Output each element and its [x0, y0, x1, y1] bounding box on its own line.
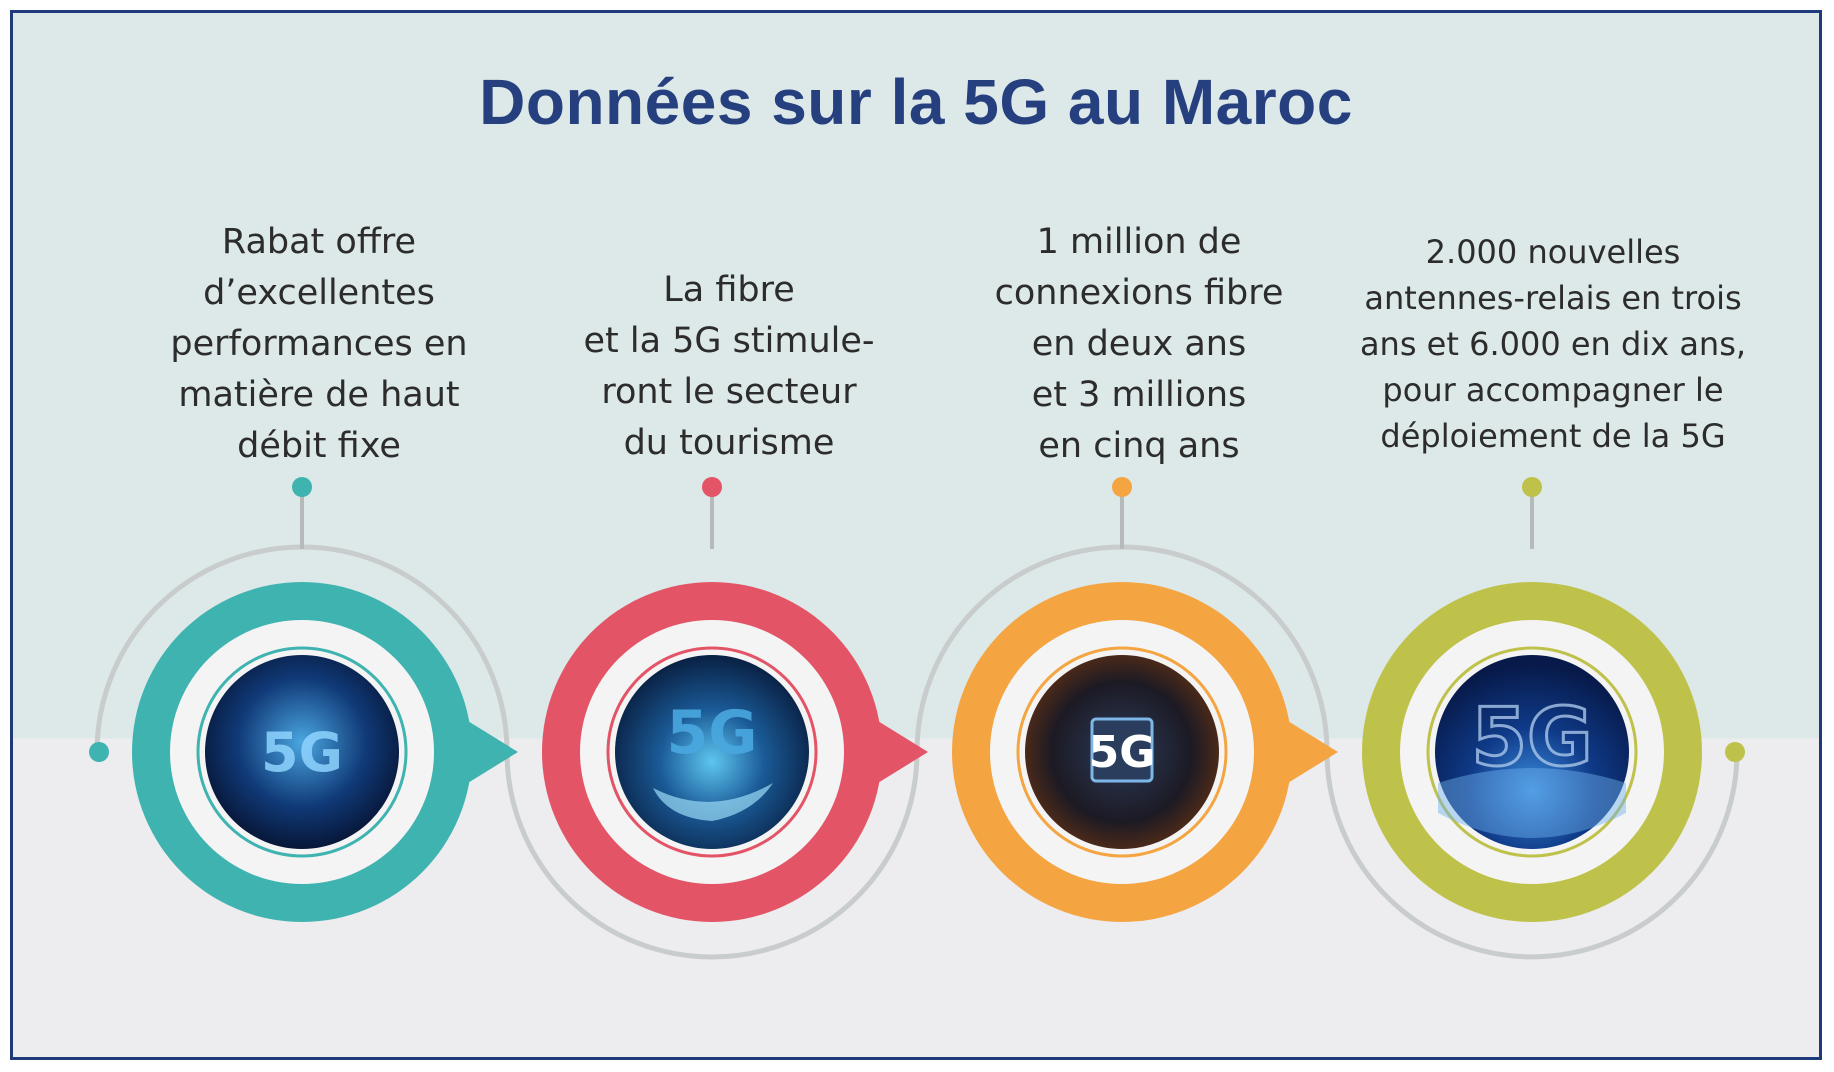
milestone-ring-4: [1362, 477, 1702, 922]
infographic-frame: Données sur la 5G au Maroc Rabat offre d…: [10, 10, 1822, 1060]
pin-dot-1: [292, 477, 312, 497]
milestone-ring-2: [542, 477, 928, 922]
timeline-graphic: 5G 5G 5G 5G: [89, 477, 1745, 960]
image-label-1: 5G: [261, 721, 343, 784]
image-label-2: 5G: [667, 698, 758, 768]
image-label-4: 5G: [1471, 691, 1592, 784]
milestone-ring-1: [132, 477, 518, 922]
pin-dot-2: [702, 477, 722, 497]
end-dot: [1725, 742, 1745, 762]
caption-rabat-broadband: Rabat offre d’excellentes performances e…: [170, 222, 468, 466]
caption-fibre-tourism: La fibre et la 5G stimule- ront le secte…: [583, 270, 875, 463]
milestone-ring-3: [952, 477, 1338, 922]
caption-fibre-connections: 1 million de connexions fibre en deux an…: [994, 222, 1284, 466]
image-5g-globe: [1435, 655, 1629, 849]
caption-relay-antennas: 2.000 nouvelles antennes-relais en trois…: [1359, 233, 1747, 455]
image-label-3: 5G: [1089, 727, 1156, 778]
infographic-title: Données sur la 5G au Maroc: [479, 66, 1353, 138]
pin-dot-3: [1112, 477, 1132, 497]
image-5g-circuit: [205, 655, 399, 849]
connector-arc-2: [504, 751, 920, 960]
connector-arc-4: [1324, 751, 1740, 960]
start-dot: [89, 742, 109, 762]
pin-dot-4: [1522, 477, 1542, 497]
